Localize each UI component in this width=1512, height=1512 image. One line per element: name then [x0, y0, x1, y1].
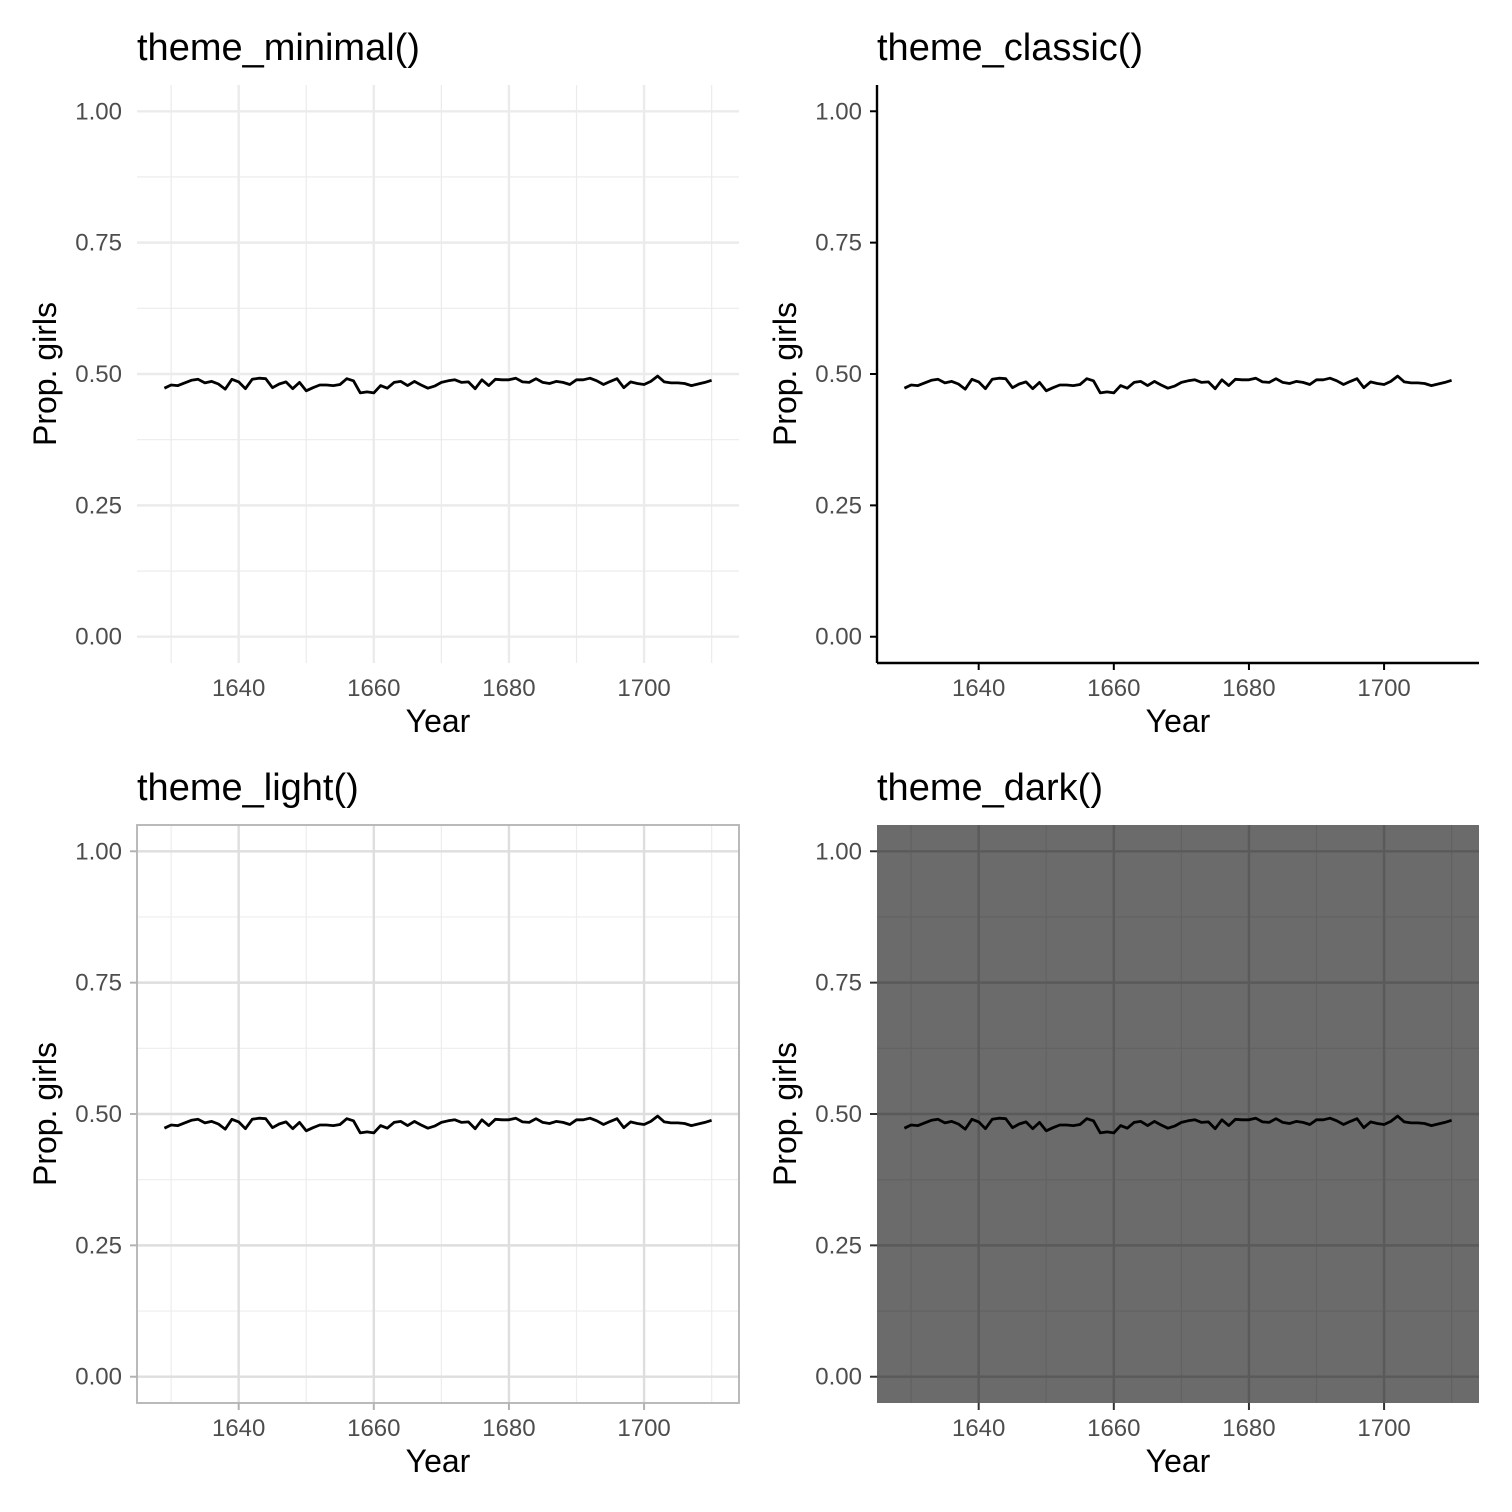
y-tick-label: 1.00: [815, 98, 862, 125]
x-axis-title: Year: [1146, 703, 1211, 739]
y-tick-label: 0.50: [75, 361, 122, 388]
x-tick-label: 1640: [952, 1415, 1005, 1442]
y-tick-label: 0.75: [815, 970, 862, 997]
series-line-prop-girls: [903, 374, 1453, 395]
x-tick-label: 1660: [1087, 675, 1140, 702]
y-tick-label: 0.25: [815, 492, 862, 519]
panel-theme-classic: 1640 1660 1680 1700 0.00 0.25 0.50 0.75 1.00 them…: [767, 27, 1479, 739]
panel-theme-light: 1640 1660 1680 1700 0.00 0.25 0.50 0.75 1.00 them…: [27, 767, 740, 1479]
y-tick-label: 0.00: [815, 1364, 862, 1391]
panel-title: theme_classic(): [877, 27, 1143, 69]
panel-theme-minimal: 1640 1660 1680 1700 0.00 0.25 0.50 0.75 1.00 them…: [27, 27, 739, 739]
series-line-prop-girls: [903, 1114, 1453, 1135]
x-tick-label: 1700: [1357, 1415, 1410, 1442]
x-tick-label: 1640: [952, 675, 1005, 702]
y-tick-label: 0.00: [815, 624, 862, 651]
panel-title: theme_dark(): [877, 767, 1103, 809]
x-tick-label: 1660: [347, 1415, 400, 1442]
y-tick-label: 1.00: [75, 838, 122, 865]
x-axis-title: Year: [406, 703, 471, 739]
y-tick-label: 1.00: [75, 98, 122, 125]
x-axis-title: Year: [406, 1443, 471, 1479]
x-tick-label: 1700: [617, 1415, 670, 1442]
y-tick-label: 0.25: [75, 1232, 122, 1259]
x-tick-label: 1700: [617, 675, 670, 702]
x-tick-label: 1680: [1222, 1415, 1275, 1442]
y-tick-label: 0.25: [815, 1232, 862, 1259]
panel-title: theme_light(): [137, 767, 359, 809]
y-tick-label: 0.00: [75, 624, 122, 651]
y-tick-label: 0.50: [815, 1101, 862, 1128]
y-tick-label: 0.75: [75, 970, 122, 997]
x-tick-label: 1680: [1222, 675, 1275, 702]
x-axis-title: Year: [1146, 1443, 1211, 1479]
y-tick-label: 1.00: [815, 838, 862, 865]
x-tick-label: 1700: [1357, 675, 1410, 702]
x-tick-label: 1660: [347, 675, 400, 702]
x-tick-label: 1680: [482, 1415, 535, 1442]
y-tick-label: 0.50: [815, 361, 862, 388]
y-tick-label: 0.25: [75, 492, 122, 519]
panel-theme-dark: 1640 1660 1680 1700 0.00 0.25 0.50 0.75 1.00 them…: [767, 767, 1479, 1479]
y-axis-title: Prop. girls: [27, 302, 63, 446]
y-tick-label: 0.75: [75, 230, 122, 257]
x-tick-label: 1640: [212, 675, 265, 702]
x-tick-label: 1680: [482, 675, 535, 702]
y-axis-title: Prop. girls: [767, 302, 803, 446]
y-tick-label: 0.00: [75, 1364, 122, 1391]
y-axis-title: Prop. girls: [767, 1042, 803, 1186]
y-tick-label: 0.75: [815, 230, 862, 257]
y-axis-title: Prop. girls: [27, 1042, 63, 1186]
series-line-prop-girls: [163, 1114, 713, 1135]
x-tick-label: 1660: [1087, 1415, 1140, 1442]
panel-title: theme_minimal(): [137, 27, 420, 69]
y-tick-label: 0.50: [75, 1101, 122, 1128]
x-tick-label: 1640: [212, 1415, 265, 1442]
series-line-prop-girls: [163, 374, 713, 395]
